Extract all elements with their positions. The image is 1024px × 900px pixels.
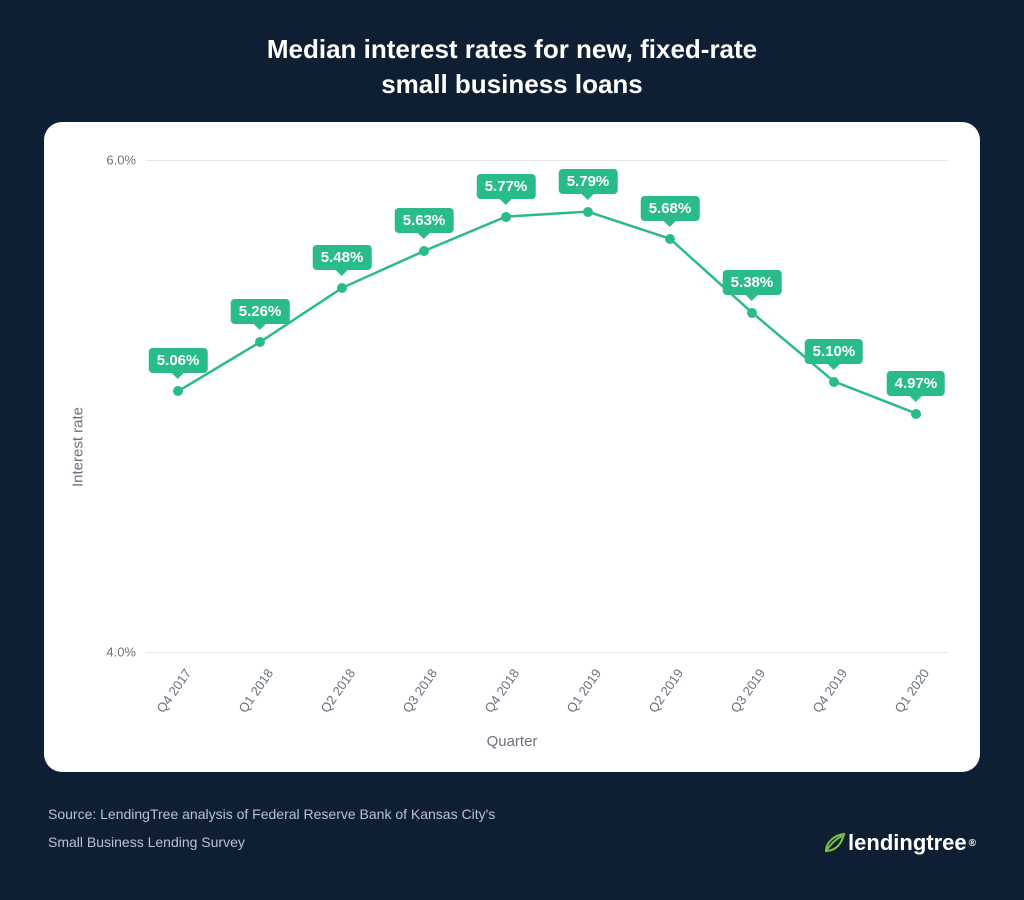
data-point <box>665 234 675 244</box>
value-callout: 5.10% <box>805 339 864 364</box>
brand-logo: lendingtree® <box>822 830 976 856</box>
value-callout: 5.26% <box>231 299 290 324</box>
data-point <box>583 207 593 217</box>
data-point <box>255 337 265 347</box>
source-line-1: Source: LendingTree analysis of Federal … <box>48 800 495 828</box>
gridline <box>146 160 948 161</box>
value-callout: 4.97% <box>887 371 946 396</box>
data-point <box>337 283 347 293</box>
data-point <box>747 308 757 318</box>
plot-area: 4.0%6.0%5.06%5.26%5.48%5.63%5.77%5.79%5.… <box>146 160 948 652</box>
logo-text: lendingtree <box>848 830 967 856</box>
logo-registered: ® <box>969 838 976 849</box>
value-callout: 5.77% <box>477 174 536 199</box>
data-point <box>911 409 921 419</box>
data-point <box>501 212 511 222</box>
value-callout: 5.06% <box>149 348 208 373</box>
line-series <box>146 160 948 652</box>
leaf-icon <box>822 831 846 855</box>
x-axis-label: Quarter <box>487 733 538 750</box>
data-point <box>419 246 429 256</box>
chart-card: Interest rate 4.0% 6.0% 5.06% 5.26% 5.48% 5.6… <box>44 122 980 772</box>
y-tick-label: 4.0% <box>106 645 146 660</box>
chart-title: Median interest rates for new, fixed-rat… <box>0 0 1024 122</box>
data-point <box>173 386 183 396</box>
value-callout: 5.63% <box>395 208 454 233</box>
value-callout: 5.79% <box>559 169 618 194</box>
y-axis-label: Interest rate <box>70 407 87 487</box>
value-callout: 5.48% <box>313 245 372 270</box>
value-callout: 5.68% <box>641 196 700 221</box>
gridline <box>146 652 948 653</box>
source-line-2: Small Business Lending Survey <box>48 828 495 856</box>
y-tick-label: 6.0% <box>106 153 146 168</box>
data-point <box>829 377 839 387</box>
value-callout: 5.38% <box>723 270 782 295</box>
source-attribution: Source: LendingTree analysis of Federal … <box>48 800 495 856</box>
